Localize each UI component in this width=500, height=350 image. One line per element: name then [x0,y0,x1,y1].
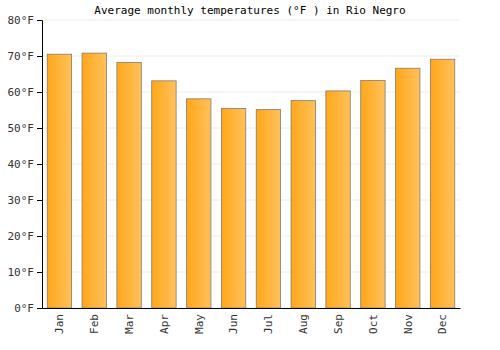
y-tick-mark [37,128,42,129]
y-tick-label: 60°F [8,86,35,99]
y-tick-label: 0°F [14,302,34,315]
bar [47,54,71,308]
bar [256,110,280,308]
bar [221,109,245,308]
x-tick-label: Jun [227,314,240,334]
x-tick: Mar [123,308,136,334]
chart-svg: 0°F 10°F 20°F 30°F 40°F 50°F 60°F 70°F 80°F Jan Fe… [0,0,500,350]
y-tick: 0°F [14,302,42,315]
y-tick-label: 30°F [8,194,35,207]
chart-container: 0°F 10°F 20°F 30°F 40°F 50°F 60°F 70°F 80°F Jan Fe… [0,0,500,350]
x-tick: May [193,308,206,334]
y-tick-label: 70°F [8,50,35,63]
x-tick-label: May [193,314,206,334]
bar [152,81,176,308]
y-tick: 80°F [8,14,43,27]
y-tick: 50°F [8,122,43,135]
y-axis: 0°F 10°F 20°F 30°F 40°F 50°F 60°F 70°F 80°F [8,14,43,315]
chart-title: Average monthly temperatures (°F ) in Ri… [94,4,405,17]
x-tick: Aug [297,308,310,334]
y-tick-label: 80°F [8,14,35,27]
x-tick: Sep [332,308,345,334]
y-tick: 40°F [8,158,43,171]
y-tick: 70°F [8,50,43,63]
grid [42,20,460,308]
y-tick-mark [37,92,42,93]
x-tick: Feb [88,308,101,334]
y-tick-mark [37,20,42,21]
x-tick: Dec [436,308,449,334]
x-axis-line [43,308,461,309]
y-tick: 60°F [8,86,43,99]
x-tick: Oct [367,308,380,334]
y-tick-mark [37,164,42,165]
y-tick-label: 10°F [8,266,35,279]
y-tick: 20°F [8,230,43,243]
x-tick-label: Sep [332,314,345,334]
x-tick: Jan [53,308,66,334]
bars [47,53,455,308]
x-tick: Apr [158,308,171,334]
y-tick: 30°F [8,194,43,207]
y-tick: 10°F [8,266,43,279]
x-axis: Jan Feb Mar Apr May Jun Jul Aug Sep Oct Nov Dec [43,308,461,334]
x-tick: Jul [262,308,275,334]
bar [117,62,141,308]
plot-area: 0°F 10°F 20°F 30°F 40°F 50°F 60°F 70°F 80°F Jan Fe… [8,14,461,334]
bar [82,53,106,308]
y-tick-label: 20°F [8,230,35,243]
y-axis-line [37,21,43,309]
y-tick-mark [37,200,42,201]
x-tick-label: Feb [88,314,101,334]
x-tick: Nov [402,308,415,334]
y-tick-mark [37,272,42,273]
x-tick-label: Oct [367,314,380,334]
y-tick-label: 50°F [8,122,35,135]
bar [187,99,211,308]
x-tick-label: Mar [123,314,136,334]
y-tick-mark [37,56,42,57]
bar [430,59,454,308]
y-tick-label: 40°F [8,158,35,171]
y-tick-mark [37,308,42,309]
x-tick-label: Jan [53,314,66,334]
bar [361,80,385,308]
x-tick-label: Dec [436,314,449,334]
bar [396,68,420,308]
bar [326,91,350,308]
x-tick: Jun [227,308,240,334]
x-tick-label: Apr [158,314,171,334]
x-tick-label: Aug [297,314,310,334]
bar [291,101,315,308]
grid-line [42,20,460,21]
y-tick-mark [37,236,42,237]
x-tick-label: Jul [262,314,275,334]
x-tick-label: Nov [402,314,415,334]
